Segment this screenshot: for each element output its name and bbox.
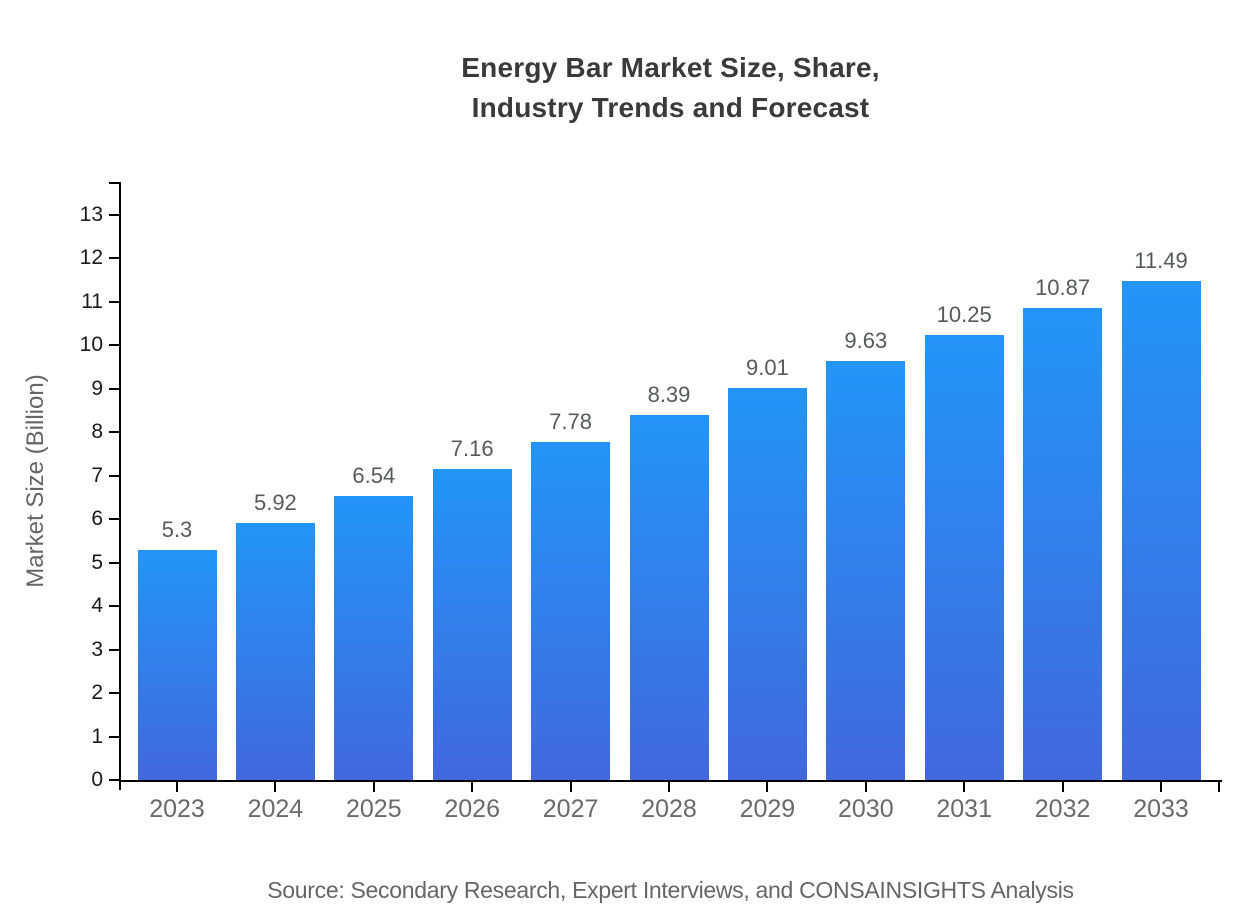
bar-value-label: 9.01 bbox=[745, 355, 789, 381]
bar bbox=[826, 361, 906, 780]
bar-value-label: 10.87 bbox=[1035, 274, 1091, 300]
x-tick-label: 2029 bbox=[739, 795, 796, 823]
bar-value-label: 6.54 bbox=[352, 462, 396, 488]
y-tick-label: 12 bbox=[79, 246, 103, 270]
bar bbox=[334, 495, 414, 780]
y-tick bbox=[109, 214, 119, 216]
bar bbox=[629, 415, 709, 780]
x-tick bbox=[766, 780, 769, 792]
x-tick bbox=[864, 780, 867, 792]
y-tick-label: 4 bbox=[91, 594, 103, 618]
y-tick-label: 0 bbox=[91, 768, 103, 791]
y-tick-label: 10 bbox=[79, 333, 103, 357]
y-tick-label: 3 bbox=[91, 637, 103, 661]
y-tick bbox=[109, 387, 119, 390]
x-tick-label: 2023 bbox=[149, 795, 205, 823]
y-tick-label: 9 bbox=[91, 376, 103, 400]
bar bbox=[235, 522, 315, 780]
bar bbox=[432, 468, 512, 780]
x-tick bbox=[176, 780, 178, 792]
bar-value-label: 11.49 bbox=[1134, 247, 1188, 273]
x-tick bbox=[963, 780, 966, 792]
y-tick bbox=[109, 431, 119, 434]
x-tick-label: 2024 bbox=[247, 795, 304, 823]
y-tick bbox=[109, 344, 119, 347]
y-tick-label: 2 bbox=[91, 681, 103, 705]
bar bbox=[137, 549, 217, 780]
x-tick bbox=[1160, 780, 1162, 792]
bar-value-label: 5.92 bbox=[253, 489, 297, 515]
x-tick bbox=[1061, 780, 1064, 792]
y-tick-label: 13 bbox=[79, 203, 103, 226]
y-tick bbox=[109, 735, 119, 738]
y-tick bbox=[109, 518, 119, 521]
x-axis-end-cap bbox=[1218, 780, 1220, 792]
bar bbox=[1023, 307, 1103, 780]
bar-value-label: 10.25 bbox=[936, 301, 992, 327]
plot-area: 0 1 2 3 4 5 6 7 8 9 10 11 12 13 5.3 2023 5.92 2024 6.54 202… bbox=[80, 182, 1222, 823]
y-tick bbox=[109, 561, 119, 564]
chart-title-line1: Energy Bar Market Size, Share, bbox=[461, 52, 880, 83]
y-axis-title: Market Size (Billion) bbox=[22, 374, 49, 588]
y-tick bbox=[109, 692, 119, 695]
y-axis-line bbox=[119, 182, 121, 790]
source-note: Source: Secondary Research, Expert Inter… bbox=[267, 877, 1074, 903]
y-tick-label: 11 bbox=[81, 289, 103, 313]
chart-title-line2: Industry Trends and Forecast bbox=[471, 92, 870, 123]
y-tick bbox=[109, 648, 119, 651]
bar bbox=[727, 388, 807, 780]
bar-value-label: 7.78 bbox=[549, 408, 592, 434]
y-tick-label: 6 bbox=[91, 507, 103, 531]
bar-value-label: 8.39 bbox=[647, 382, 691, 408]
y-axis-end-cap bbox=[109, 182, 119, 184]
bar bbox=[924, 334, 1004, 780]
y-tick bbox=[109, 474, 119, 477]
bar bbox=[1121, 280, 1201, 780]
x-tick-label: 2026 bbox=[444, 795, 500, 823]
y-tick bbox=[109, 257, 119, 260]
y-tick-label: 7 bbox=[91, 463, 103, 487]
y-tick bbox=[109, 779, 119, 781]
bar bbox=[531, 441, 611, 780]
x-tick-label: 2030 bbox=[837, 795, 894, 823]
x-tick bbox=[372, 780, 375, 792]
bar-value-label: 9.63 bbox=[844, 328, 888, 354]
y-tick bbox=[109, 300, 119, 303]
chart-title: Energy Bar Market Size, Share, Industry … bbox=[121, 48, 1220, 128]
bar-value-label: 5.3 bbox=[161, 516, 193, 542]
x-tick-label: 2033 bbox=[1133, 795, 1189, 823]
x-tick bbox=[274, 780, 277, 792]
x-tick-label: 2032 bbox=[1034, 795, 1091, 823]
x-tick-label: 2028 bbox=[641, 795, 697, 823]
x-tick bbox=[569, 780, 572, 792]
y-tick bbox=[109, 605, 119, 608]
x-tick bbox=[668, 780, 670, 792]
x-tick-label: 2025 bbox=[345, 795, 402, 823]
x-tick-label: 2031 bbox=[936, 795, 992, 823]
bar-value-label: 7.16 bbox=[450, 435, 494, 461]
x-tick bbox=[471, 780, 474, 792]
x-tick-label: 2027 bbox=[542, 795, 599, 823]
y-tick-label: 5 bbox=[91, 550, 103, 574]
x-axis-line bbox=[119, 780, 1222, 782]
y-tick-label: 8 bbox=[91, 420, 103, 444]
y-tick-label: 1 bbox=[91, 724, 103, 748]
